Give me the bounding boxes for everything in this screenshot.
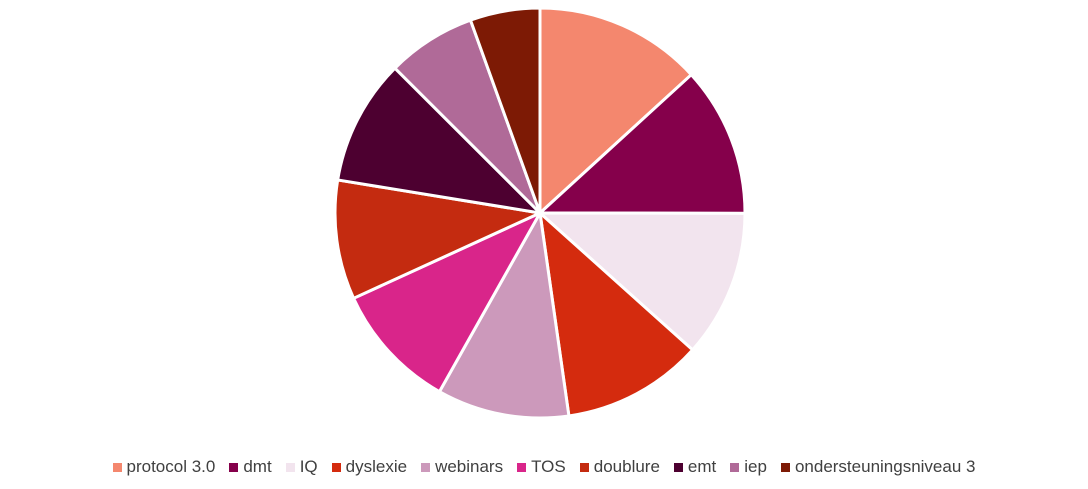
legend-label: doublure (593, 457, 660, 476)
legend-item: doublure (579, 457, 660, 477)
legend-item: protocol 3.0 (112, 457, 216, 477)
legend-item: emt (673, 457, 717, 477)
legend-label: dmt (243, 457, 272, 476)
legend-item: IQ (285, 457, 318, 477)
legend-item: ondersteuningsniveau 3 (780, 457, 976, 477)
legend-swatch (421, 462, 431, 472)
legend: protocol 3.0 dmt IQ dyslexie webinars TOS doub… (0, 457, 1088, 477)
legend-swatch (673, 462, 683, 472)
legend-label: iep (744, 457, 767, 476)
legend-item: dmt (229, 457, 272, 477)
legend-swatch (730, 462, 740, 472)
legend-label: protocol 3.0 (126, 457, 216, 476)
pie-slice (468, 6, 542, 215)
pie-slice (538, 211, 747, 352)
legend-label: webinars (435, 457, 504, 476)
pie-slice (538, 211, 695, 418)
chart (333, 6, 747, 420)
pie-slice (333, 178, 542, 300)
legend-swatch (780, 462, 790, 472)
pie-slice (538, 73, 747, 215)
legend-swatch (579, 462, 589, 472)
legend-label: emt (687, 457, 717, 476)
legend-label: dyslexie (345, 457, 408, 476)
legend-swatch (517, 462, 527, 472)
pie-slice (437, 211, 571, 420)
legend-item: iep (730, 457, 767, 477)
legend-label: TOS (531, 457, 566, 476)
legend-swatch (331, 462, 341, 472)
legend-item: webinars (421, 457, 503, 477)
legend-swatch (285, 462, 295, 472)
legend-item: TOS (517, 457, 566, 477)
pie-slice (538, 6, 693, 215)
legend-swatch (229, 462, 239, 472)
pie-slice (352, 211, 542, 394)
legend-item: dyslexie (331, 457, 408, 477)
pie-slice (336, 66, 542, 215)
legend-label: IQ (299, 457, 318, 476)
legend-label: ondersteuningsniveau 3 (794, 457, 976, 476)
legend-swatch (112, 462, 122, 472)
